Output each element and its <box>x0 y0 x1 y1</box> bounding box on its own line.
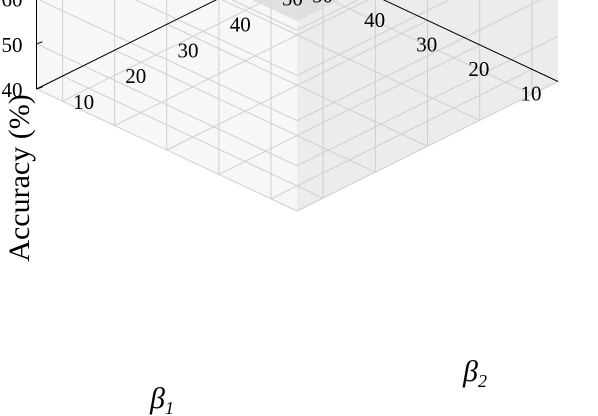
grid-line <box>166 23 428 147</box>
y-tick-label: 10 <box>73 90 94 114</box>
z-tick-label: 60 <box>2 0 23 12</box>
grid-line <box>134 0 298 76</box>
grid-line <box>38 0 298 122</box>
y-tick-label: 40 <box>230 12 251 36</box>
x-axis-line <box>36 0 217 90</box>
z-axis-label: Accuracy (%) <box>3 94 36 261</box>
y-tick-label: 50 <box>282 0 303 10</box>
grid-line <box>296 35 559 167</box>
x-tick-label: 10 <box>520 81 541 105</box>
y-axis-label: β2 <box>462 355 487 391</box>
grid-line <box>62 75 324 199</box>
y-tick-label: 30 <box>178 38 199 62</box>
y-axis-line <box>382 0 559 82</box>
x-tick-label: 40 <box>364 8 385 32</box>
grid-line <box>36 88 298 212</box>
z-tick-label: 50 <box>2 33 23 57</box>
x-tick-label: 50 <box>312 0 333 8</box>
z-tick-mark <box>36 41 43 45</box>
grid-line <box>36 43 298 167</box>
grid-line <box>296 0 451 76</box>
grid-line <box>221 0 480 121</box>
grid-line <box>329 0 533 95</box>
grid-lines <box>36 0 559 212</box>
axis-edges <box>36 0 559 90</box>
tick-labels: 40506070809010203040501020304050 <box>2 0 542 114</box>
surface-cell <box>251 0 340 22</box>
x-axis-label: β1 <box>149 382 174 416</box>
z-tick-mark <box>36 86 43 90</box>
y-tick-label: 20 <box>125 64 146 88</box>
x-tick-label: 30 <box>416 33 437 57</box>
grid-line <box>114 49 376 173</box>
grid-line <box>296 81 559 212</box>
grid-line <box>296 0 542 122</box>
surface-cells <box>251 0 340 22</box>
x-tick-label: 20 <box>468 57 489 81</box>
grid-line <box>231 0 298 31</box>
grid-line <box>296 0 359 31</box>
z-tick-label: 40 <box>2 78 23 102</box>
